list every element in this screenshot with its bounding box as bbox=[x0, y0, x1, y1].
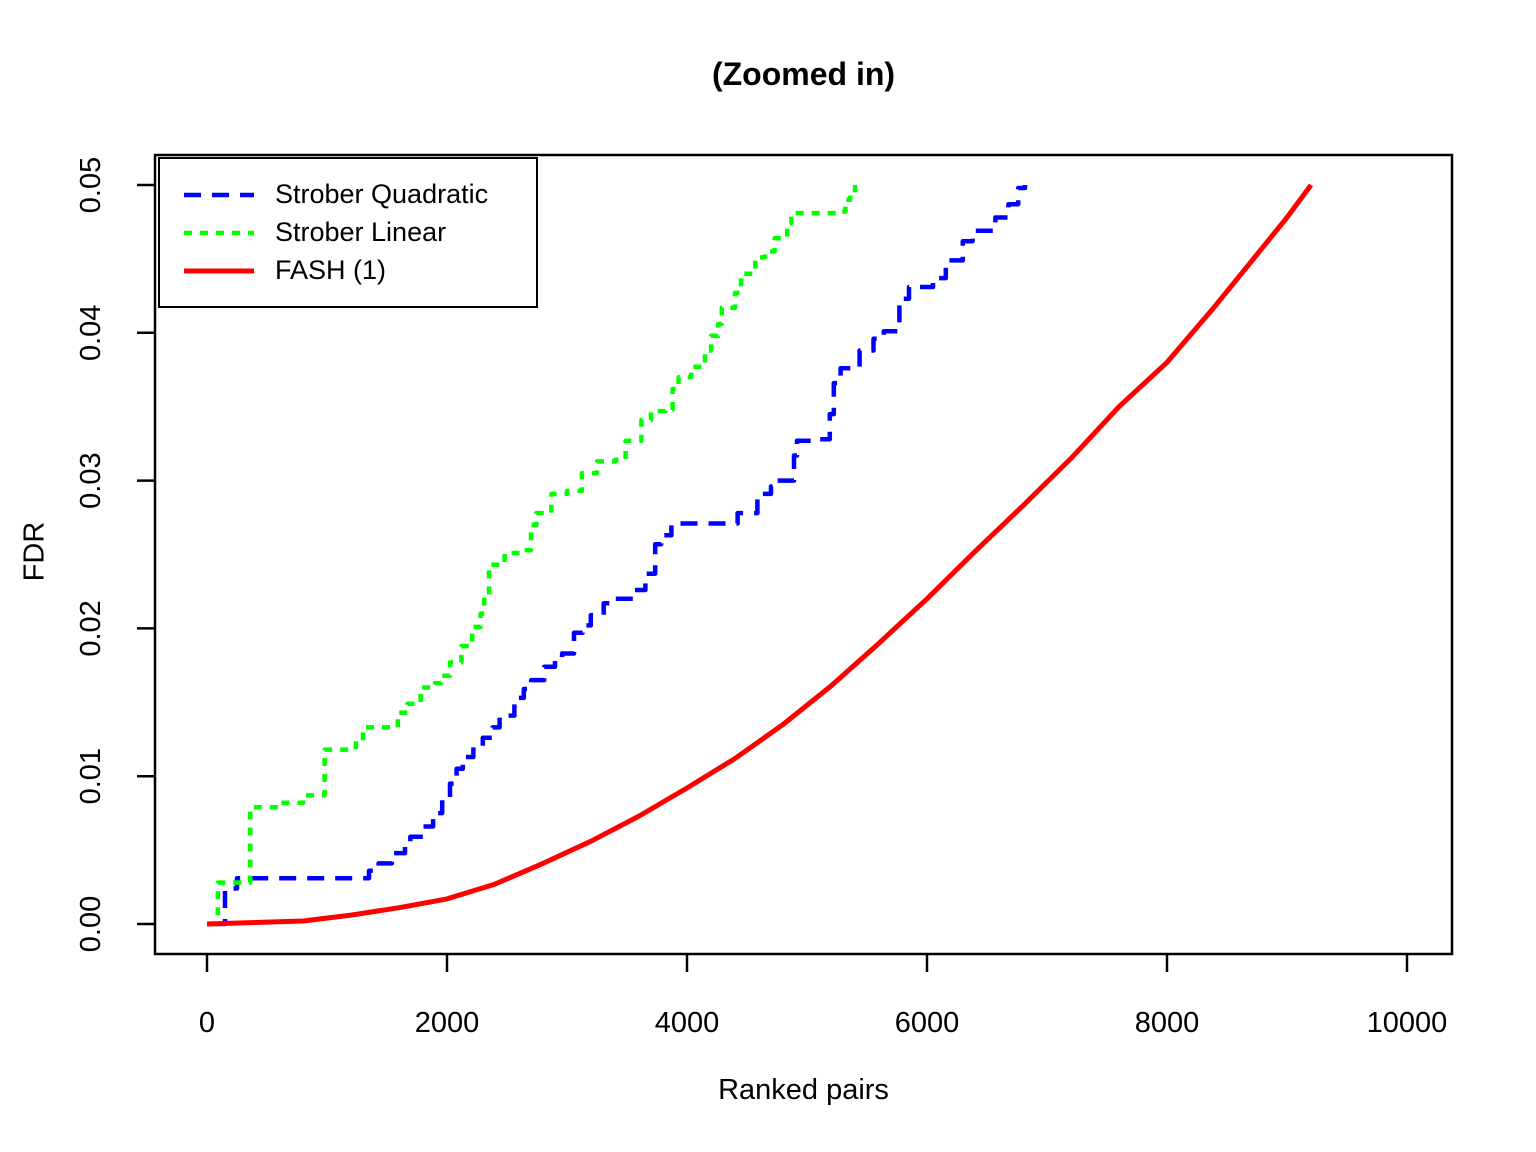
y-tick-label: 0.01 bbox=[75, 748, 107, 804]
legend-box: Strober Quadratic Strober Linear FASH (1) bbox=[158, 157, 538, 308]
x-tick-label: 0 bbox=[199, 1007, 215, 1039]
x-axis-label: Ranked pairs bbox=[718, 1074, 889, 1106]
legend-item: Strober Linear bbox=[184, 214, 536, 252]
legend-line-sample bbox=[184, 192, 254, 197]
x-tick-label: 8000 bbox=[1135, 1007, 1200, 1039]
y-tick-label: 0.05 bbox=[75, 157, 107, 213]
y-tick-label: 0.03 bbox=[75, 452, 107, 508]
plot-box bbox=[153, 153, 1454, 956]
x-tick-label: 4000 bbox=[655, 1007, 720, 1039]
legend-line-sample bbox=[184, 268, 254, 273]
legend-label: FASH (1) bbox=[275, 255, 387, 285]
series-line-strober-linear bbox=[210, 185, 858, 927]
chart-title: (Zoomed in) bbox=[711, 56, 896, 92]
y-tick-label: 0.04 bbox=[75, 305, 107, 361]
y-axis-label: FDR bbox=[18, 521, 51, 582]
legend-label: Strober Linear bbox=[275, 217, 447, 247]
y-tick-label: 0.02 bbox=[75, 600, 107, 656]
x-tick-label: 6000 bbox=[895, 1007, 960, 1039]
x-tick-label: 10000 bbox=[1367, 1007, 1448, 1039]
legend-line-sample bbox=[184, 230, 254, 235]
y-tick-label: 0.00 bbox=[75, 896, 107, 952]
x-tick-label: 2000 bbox=[415, 1007, 480, 1039]
legend-item: FASH (1) bbox=[184, 252, 536, 290]
legend-label: Strober Quadratic bbox=[275, 179, 489, 209]
series-line-fash-1- bbox=[206, 183, 1314, 927]
legend-item: Strober Quadratic bbox=[184, 176, 536, 214]
